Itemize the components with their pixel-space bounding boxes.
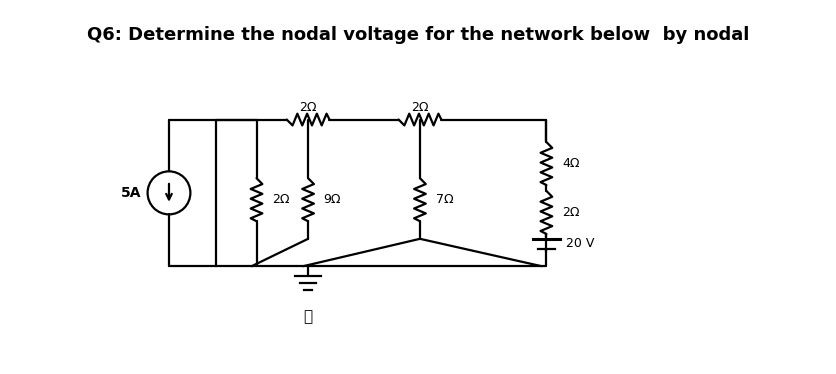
Text: 2Ω: 2Ω [272,193,289,206]
Text: 9Ω: 9Ω [324,193,341,206]
Text: 4Ω: 4Ω [562,157,579,170]
Text: 2Ω: 2Ω [299,101,317,114]
Text: 2Ω: 2Ω [411,101,429,114]
Text: ⓘ: ⓘ [303,310,313,325]
Text: 7Ω: 7Ω [436,193,453,206]
Text: 5A: 5A [121,186,142,200]
Text: 2Ω: 2Ω [562,206,579,219]
Text: 20 V: 20 V [566,237,594,250]
Text: Q6: Determine the nodal voltage for the network below  by nodal: Q6: Determine the nodal voltage for the … [87,26,749,44]
